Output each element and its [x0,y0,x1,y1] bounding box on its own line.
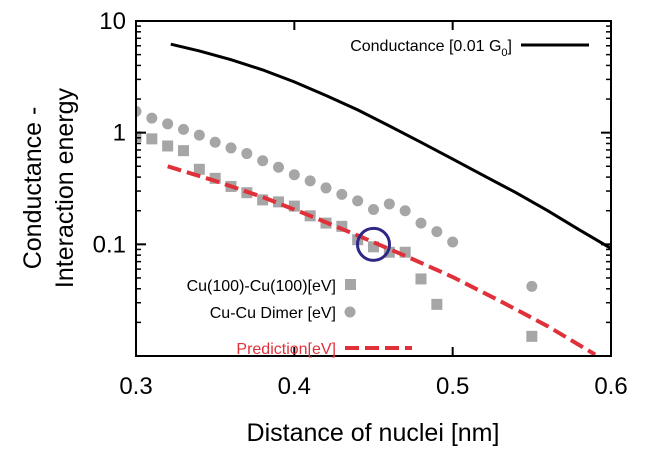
point-dimer [178,123,189,135]
point-cu100 [383,246,395,258]
series-line-prediction [167,164,597,356]
point-cu100 [288,200,300,212]
point-dimer [415,217,427,229]
legend-swatch-cu100 [345,279,356,290]
x-tick-label: 0.3 [119,373,152,400]
point-cu100 [162,140,174,152]
point-dimer [431,226,443,238]
y-axis-title-line-2: Interaction energy [51,87,79,288]
point-dimer [288,169,300,181]
series-layer [136,42,611,356]
point-cu100 [526,330,538,342]
tick-layer: 0.3 0.4 0.5 0.6 0.1 1 10 [93,8,628,400]
point-dimer [383,198,395,210]
legend-label-prediction: Prediction[eV] [236,341,336,358]
point-cu100 [146,133,158,145]
legend-label-conductance: Conductance [0.01 G0] [350,38,512,59]
point-cu100 [257,194,269,206]
point-cu100 [336,220,348,232]
x-tick-label: 0.4 [278,373,311,400]
point-cu100 [209,172,221,184]
point-dimer [320,182,332,194]
point-dimer [225,142,237,154]
point-dimer [162,118,174,130]
point-cu100 [193,163,205,175]
legend-swatch-dimer [344,306,356,318]
point-dimer [273,161,284,173]
point-dimer [368,204,379,216]
point-dimer [304,175,316,187]
point-dimer [241,148,253,160]
point-cu100 [399,246,411,258]
point-dimer [399,205,411,217]
point-cu100 [178,145,189,157]
annotation-layer [356,226,391,262]
series-line-conductance [170,42,611,250]
point-dimer [352,195,364,207]
legend-label-cu100: Cu(100)-Cu(100)[eV] [187,278,336,295]
legend-label-dimer: Cu-Cu Dimer [eV] [210,305,336,322]
x-tick-label: 0.5 [436,373,469,400]
point-dimer [447,236,459,248]
point-cu100 [273,196,284,208]
point-dimer [146,112,158,124]
legend-bottom: Cu(100)-Cu(100)[eV] Cu-Cu Dimer [eV] Pre… [187,278,412,358]
y-axis-title-line-1: Conductance - [19,107,47,270]
y-tick-label: 1 [113,120,126,147]
highlight-circle [356,226,391,262]
point-dimer [136,105,142,117]
point-dimer [257,155,269,167]
y-tick-label: 10 [99,8,126,35]
legend-conductance: Conductance [0.01 G0] [350,38,589,59]
x-axis-title: Distance of nuclei [nm] [247,419,500,447]
point-cu100 [136,131,142,143]
point-dimer [209,136,221,148]
point-cu100 [415,273,427,285]
x-tick-label: 0.6 [594,373,627,400]
plot-frame [135,20,612,357]
y-tick-label: 0.1 [93,231,126,258]
point-cu100 [368,241,379,253]
point-dimer [336,188,348,200]
point-cu100 [431,298,443,310]
point-dimer [526,280,538,292]
point-dimer [193,129,205,141]
